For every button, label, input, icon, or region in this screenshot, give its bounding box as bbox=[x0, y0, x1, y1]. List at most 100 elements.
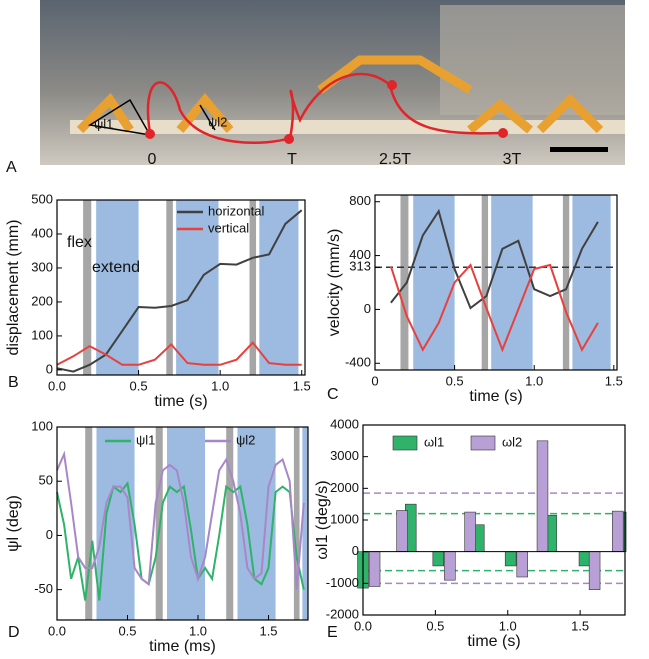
marker bbox=[387, 80, 397, 90]
x-axis-label: time (s) bbox=[469, 388, 522, 405]
data-line bbox=[390, 208, 599, 310]
time-label: T bbox=[287, 151, 297, 168]
shaded-span bbox=[562, 195, 570, 370]
y-tick-label: 313 bbox=[349, 259, 371, 274]
y-tick-label: -2000 bbox=[326, 606, 359, 621]
y-tick-label: 300 bbox=[31, 259, 53, 274]
bar bbox=[444, 551, 456, 581]
bar bbox=[464, 511, 476, 552]
x-tick-label: 1.5 bbox=[605, 373, 623, 388]
plot-frame bbox=[56, 199, 306, 376]
shaded-span bbox=[491, 195, 533, 370]
y-tick-label: 0 bbox=[46, 361, 53, 376]
y-tick-label: -1000 bbox=[326, 575, 359, 590]
y-tick-label: 0 bbox=[352, 543, 359, 558]
panel-label: C bbox=[327, 386, 339, 403]
marker bbox=[498, 128, 508, 138]
bar bbox=[578, 551, 591, 567]
y-tick-label: 100 bbox=[31, 327, 53, 342]
y-axis-label: velocity (mm/s) bbox=[326, 229, 343, 337]
y-axis-label: ψl (deg) bbox=[5, 495, 22, 552]
shaded-span bbox=[293, 427, 300, 620]
x-tick-label: 1.0 bbox=[499, 618, 517, 633]
x-tick-label: 1.0 bbox=[211, 378, 229, 393]
shaded-span bbox=[481, 195, 489, 370]
bar bbox=[368, 551, 381, 587]
x-axis-label: time (s) bbox=[154, 393, 207, 410]
x-tick-label: 0.5 bbox=[446, 373, 464, 388]
panel: 0.0 0.5 1.0 1.5 -2000 -1000 0 1000 2000 3000 4000 t… bbox=[314, 416, 627, 650]
shaded-span bbox=[166, 200, 173, 375]
x-tick-label: 1.5 bbox=[293, 378, 311, 393]
shaded-span bbox=[302, 427, 308, 620]
x-tick-label: 0.0 bbox=[48, 623, 66, 638]
bar bbox=[612, 510, 624, 552]
bar bbox=[588, 551, 601, 590]
y-tick-label: -400 bbox=[345, 355, 371, 370]
marker bbox=[284, 134, 294, 144]
shaded-span bbox=[96, 200, 139, 375]
legend-label: ψl1 bbox=[136, 432, 155, 447]
shaded-span bbox=[259, 200, 299, 375]
y-tick-label: 50 bbox=[39, 473, 53, 488]
bar bbox=[504, 551, 517, 567]
robot-legs bbox=[76, 55, 604, 134]
marker bbox=[145, 129, 155, 139]
y-tick-label: 0 bbox=[46, 527, 53, 542]
y-tick-label: 0 bbox=[364, 301, 371, 316]
bar bbox=[516, 551, 528, 578]
data-line bbox=[56, 341, 302, 366]
angle-marks bbox=[87, 98, 216, 136]
panel-label: D bbox=[8, 624, 20, 641]
legend-label: horizontal bbox=[208, 203, 264, 218]
y-tick-label: 1000 bbox=[330, 511, 359, 526]
table-edge bbox=[70, 120, 625, 134]
x-tick-label: 1.5 bbox=[259, 623, 277, 638]
bar bbox=[396, 510, 408, 552]
shaded-span bbox=[83, 200, 92, 375]
shaded-span bbox=[226, 427, 234, 620]
shelf bbox=[440, 5, 625, 115]
time-label: 3T bbox=[503, 151, 522, 168]
data-line bbox=[56, 450, 305, 590]
shaded-span bbox=[237, 427, 276, 620]
x-tick-label: 0 bbox=[371, 373, 378, 388]
legend-swatch bbox=[470, 435, 496, 451]
y-tick-label: 200 bbox=[31, 293, 53, 308]
y-axis-label: ωl1 (deg/s) bbox=[314, 480, 331, 559]
legend-swatch bbox=[392, 435, 418, 451]
legend-label: ψl2 bbox=[236, 432, 255, 447]
plot-frame bbox=[374, 194, 618, 371]
x-axis-label: time (ms) bbox=[149, 638, 216, 655]
time-label: 2.5T bbox=[379, 151, 411, 168]
photo: ψl1 ψl2 0 T 2.5T 3T A bbox=[6, 0, 625, 176]
x-tick-label: 0.5 bbox=[426, 618, 444, 633]
x-tick-label: 1.5 bbox=[571, 618, 589, 633]
angle-label: ψl1 bbox=[94, 116, 113, 131]
shaded-span bbox=[400, 195, 409, 370]
data-line bbox=[56, 209, 303, 373]
x-tick-label: 1.0 bbox=[189, 623, 207, 638]
data-line bbox=[389, 263, 599, 353]
x-tick-label: 0.5 bbox=[130, 378, 148, 393]
trajectory bbox=[146, 72, 501, 144]
legend-label: ωl2 bbox=[502, 434, 522, 449]
y-tick-label: 400 bbox=[31, 225, 53, 240]
y-tick-label: 400 bbox=[349, 247, 371, 262]
panel-label: A bbox=[6, 159, 17, 176]
y-tick-label: 4000 bbox=[330, 416, 359, 431]
y-tick-label: -50 bbox=[34, 581, 53, 596]
plot-frame bbox=[56, 426, 309, 621]
shaded-span bbox=[249, 200, 257, 375]
y-tick-label: 500 bbox=[31, 191, 53, 206]
panel-label: B bbox=[8, 374, 19, 391]
x-tick-label: 0.5 bbox=[118, 623, 136, 638]
shaded-span bbox=[572, 195, 611, 370]
y-tick-label: 3000 bbox=[330, 448, 359, 463]
angle-label: ψl2 bbox=[208, 114, 227, 129]
y-tick-label: 800 bbox=[349, 193, 371, 208]
panel: 0.0 0.5 1.0 1.5 0 100 200 300 400 500 time (s) disp… bbox=[5, 191, 311, 410]
x-tick-label: 1.0 bbox=[525, 373, 543, 388]
